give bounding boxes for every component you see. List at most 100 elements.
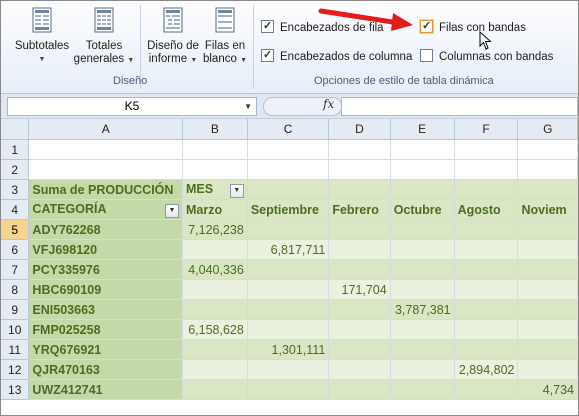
encabezados-columna-option[interactable]: Encabezados de columna bbox=[261, 47, 412, 65]
value-cell[interactable] bbox=[517, 299, 578, 320]
select-all-corner[interactable] bbox=[1, 119, 30, 140]
value-cell[interactable] bbox=[454, 339, 519, 360]
value-cell[interactable] bbox=[328, 299, 391, 320]
cell[interactable] bbox=[517, 179, 578, 200]
value-cell[interactable]: 1,301,111 bbox=[247, 339, 330, 360]
row-header[interactable]: 13 bbox=[1, 379, 30, 400]
value-cell[interactable] bbox=[247, 259, 330, 280]
category-cell[interactable]: QJR470163 bbox=[28, 359, 183, 380]
value-cell[interactable] bbox=[454, 319, 519, 340]
value-cell[interactable] bbox=[182, 279, 248, 300]
value-cell[interactable] bbox=[390, 339, 455, 360]
value-cell[interactable] bbox=[328, 259, 391, 280]
subtotales-button[interactable]: Subtotales ▼ bbox=[11, 7, 73, 66]
value-cell[interactable] bbox=[328, 319, 391, 340]
value-cell[interactable] bbox=[390, 259, 455, 280]
value-cell[interactable] bbox=[390, 319, 455, 340]
value-cell[interactable] bbox=[247, 319, 330, 340]
value-cell[interactable] bbox=[247, 359, 330, 380]
categoria-header-cell[interactable]: CATEGORÍA ▼ bbox=[28, 199, 183, 220]
cell[interactable] bbox=[517, 159, 578, 180]
value-cell[interactable] bbox=[517, 319, 578, 340]
filas-en-blanco-button[interactable]: Filas en blanco ▼ bbox=[198, 7, 252, 67]
cell[interactable] bbox=[28, 159, 183, 180]
category-cell[interactable]: ADY762268 bbox=[28, 219, 183, 240]
month-header[interactable]: Agosto bbox=[454, 199, 519, 220]
cell[interactable] bbox=[390, 179, 455, 200]
value-cell[interactable]: 3,787,381 bbox=[390, 299, 455, 320]
value-cell[interactable]: 4,734 bbox=[517, 379, 578, 400]
column-header-a[interactable]: A bbox=[28, 119, 183, 140]
row-header[interactable]: 10 bbox=[1, 319, 30, 340]
cell[interactable] bbox=[454, 139, 519, 160]
cell[interactable] bbox=[182, 159, 248, 180]
value-cell[interactable] bbox=[517, 259, 578, 280]
value-cell[interactable] bbox=[517, 239, 578, 260]
row-header[interactable]: 6 bbox=[1, 239, 30, 260]
row-header[interactable]: 1 bbox=[1, 139, 30, 160]
value-cell[interactable] bbox=[182, 339, 248, 360]
column-header-d[interactable]: D bbox=[328, 119, 391, 140]
columnas-con-bandas-checkbox[interactable] bbox=[420, 49, 433, 63]
value-cell[interactable] bbox=[454, 239, 519, 260]
value-cell[interactable] bbox=[247, 299, 330, 320]
value-cell[interactable]: 171,704 bbox=[328, 279, 391, 300]
encabezados-columna-checkbox[interactable] bbox=[261, 47, 274, 63]
value-cell[interactable]: 4,040,336 bbox=[182, 259, 248, 280]
row-header[interactable]: 5 bbox=[1, 219, 30, 240]
value-cell[interactable] bbox=[517, 339, 578, 360]
filter-dropdown-icon[interactable]: ▼ bbox=[229, 183, 244, 198]
value-cell[interactable] bbox=[390, 359, 455, 380]
column-header-e[interactable]: E bbox=[390, 119, 455, 140]
cell[interactable] bbox=[390, 139, 455, 160]
cell[interactable] bbox=[390, 159, 455, 180]
cell[interactable] bbox=[454, 179, 519, 200]
cell[interactable] bbox=[247, 179, 330, 200]
row-header[interactable]: 2 bbox=[1, 159, 30, 180]
filter-dropdown-icon[interactable]: ▼ bbox=[164, 203, 179, 218]
row-header[interactable]: 9 bbox=[1, 299, 30, 320]
cell[interactable] bbox=[328, 159, 391, 180]
value-cell[interactable] bbox=[182, 239, 248, 260]
value-cell[interactable] bbox=[390, 219, 455, 240]
insert-function-icon[interactable]: fx bbox=[323, 97, 335, 111]
cell[interactable] bbox=[328, 139, 391, 160]
row-header[interactable]: 11 bbox=[1, 339, 30, 360]
value-cell[interactable] bbox=[390, 279, 455, 300]
category-cell[interactable]: UWZ412741 bbox=[28, 379, 183, 400]
cell[interactable] bbox=[454, 159, 519, 180]
column-header-f[interactable]: F bbox=[454, 119, 519, 140]
value-cell[interactable] bbox=[454, 219, 519, 240]
category-cell[interactable]: PCY335976 bbox=[28, 259, 183, 280]
month-header[interactable]: Marzo bbox=[182, 199, 248, 220]
value-cell[interactable] bbox=[517, 219, 578, 240]
value-cell[interactable] bbox=[454, 299, 519, 320]
formula-input[interactable] bbox=[341, 97, 578, 116]
value-cell[interactable] bbox=[328, 359, 391, 380]
row-header[interactable]: 12 bbox=[1, 359, 30, 380]
name-box[interactable]: K5 ▼ bbox=[7, 97, 257, 116]
cell[interactable] bbox=[247, 139, 330, 160]
diseno-informe-button[interactable]: Diseño de informe ▼ bbox=[142, 7, 204, 67]
value-cell[interactable] bbox=[247, 379, 330, 400]
value-cell[interactable] bbox=[328, 239, 391, 260]
dropdown-arrow-icon[interactable]: ▼ bbox=[244, 102, 252, 111]
encabezados-fila-option[interactable]: Encabezados de fila bbox=[261, 18, 384, 36]
value-cell[interactable] bbox=[328, 219, 391, 240]
month-header[interactable]: Noviem bbox=[517, 199, 578, 220]
value-cell[interactable] bbox=[390, 239, 455, 260]
month-header[interactable]: Octubre bbox=[390, 199, 455, 220]
value-cell[interactable]: 6,817,711 bbox=[247, 239, 330, 260]
pivot-title-cell[interactable]: Suma de PRODUCCIÓN bbox=[28, 179, 183, 200]
value-cell[interactable] bbox=[182, 379, 248, 400]
value-cell[interactable]: 6,158,628 bbox=[182, 319, 248, 340]
filas-con-bandas-option[interactable]: Filas con bandas bbox=[420, 18, 526, 36]
value-cell[interactable] bbox=[390, 379, 455, 400]
month-header[interactable]: Septiembre bbox=[247, 199, 330, 220]
value-cell[interactable] bbox=[517, 359, 578, 380]
filas-con-bandas-checkbox[interactable] bbox=[420, 18, 433, 34]
row-header[interactable]: 7 bbox=[1, 259, 30, 280]
value-cell[interactable] bbox=[454, 259, 519, 280]
category-cell[interactable]: HBC690109 bbox=[28, 279, 183, 300]
totales-generales-button[interactable]: Totales generales ▼ bbox=[73, 7, 135, 67]
